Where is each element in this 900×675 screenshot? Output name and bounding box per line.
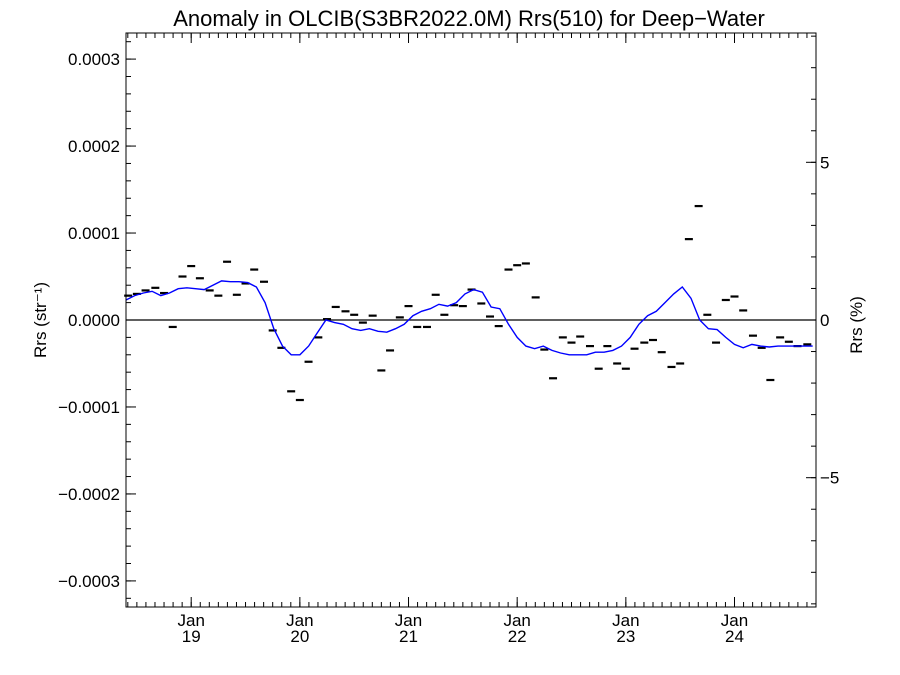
y-axis-right-label: Rrs (%) (847, 296, 866, 354)
x-tick-label-year: 24 (725, 627, 744, 646)
y-left-tick-label: −0.0001 (58, 398, 120, 417)
axis-tick-labels: 0.0003 0.0002 0.0001 0.0000 −0.0001 −0.0002 −0… (58, 50, 839, 646)
x-tick-label-month: Jan (503, 611, 530, 630)
axis-ticks (126, 33, 817, 607)
x-tick-label-year: 21 (399, 627, 418, 646)
x-tick-label-year: 20 (290, 627, 309, 646)
y-left-tick-label: −0.0002 (58, 485, 120, 504)
x-tick-label-month: Jan (286, 611, 313, 630)
y-right-tick-label: −5 (820, 469, 839, 488)
y-left-tick-label: 0.0000 (68, 311, 120, 330)
smoothed-series-line (125, 280, 813, 356)
x-tick-label-month: Jan (721, 611, 748, 630)
y-right-tick-label: 0 (820, 311, 829, 330)
y-right-tick-label: 5 (820, 153, 829, 172)
y-left-tick-label: 0.0002 (68, 137, 120, 156)
y-left-tick-label: 0.0003 (68, 50, 120, 69)
y-axis-left-label: Rrs (str⁻¹) (31, 282, 50, 358)
x-tick-label-month: Jan (612, 611, 639, 630)
chart-title: Anomaly in OLCIB(S3BR2022.0M) Rrs(510) f… (173, 6, 765, 31)
x-tick-label-year: 23 (616, 627, 635, 646)
y-left-tick-label: −0.0003 (58, 572, 120, 591)
x-tick-label-month: Jan (395, 611, 422, 630)
plot-frame (125, 32, 817, 608)
y-left-tick-label: 0.0001 (68, 224, 120, 243)
anomaly-markers (124, 204, 812, 402)
x-tick-label-year: 19 (182, 627, 201, 646)
x-tick-label-year: 22 (508, 627, 527, 646)
x-tick-label-month: Jan (177, 611, 204, 630)
